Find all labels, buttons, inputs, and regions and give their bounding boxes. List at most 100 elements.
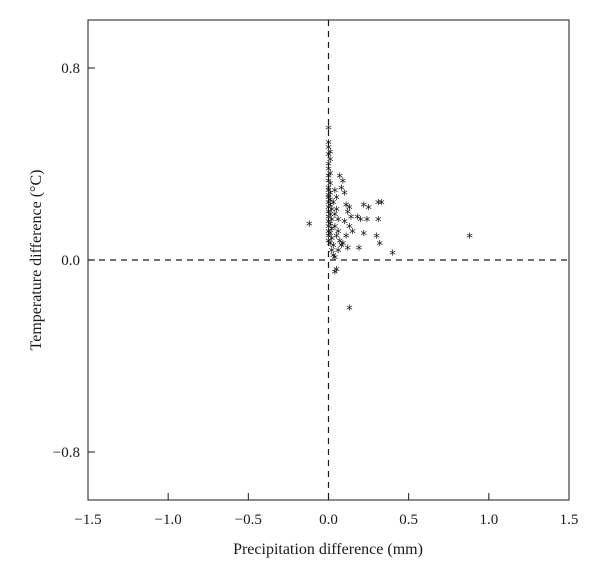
data-point: * xyxy=(325,150,332,165)
data-point: * xyxy=(357,215,364,230)
data-point: * xyxy=(336,172,343,187)
y-tick-label: 0.0 xyxy=(61,253,80,269)
data-point: * xyxy=(344,208,351,223)
data-point: * xyxy=(330,241,337,256)
data-point: * xyxy=(325,176,332,191)
data-point: * xyxy=(327,200,334,215)
data-point: * xyxy=(356,244,363,259)
data-point: * xyxy=(335,215,342,230)
data-point: * xyxy=(333,265,340,280)
data-point: * xyxy=(325,222,332,237)
data-point: * xyxy=(346,304,353,319)
data-point: * xyxy=(333,205,340,220)
data-point: * xyxy=(325,227,332,242)
data-point: * xyxy=(327,169,334,184)
data-point: * xyxy=(341,188,348,203)
data-point: * xyxy=(327,239,334,254)
x-tick-label: 1.0 xyxy=(479,512,498,528)
data-point: * xyxy=(327,179,334,194)
data-point: * xyxy=(340,239,347,254)
data-point: * xyxy=(343,232,350,247)
x-tick-label: −1.5 xyxy=(74,512,101,528)
data-point: * xyxy=(333,232,340,247)
data-point: * xyxy=(389,248,396,263)
y-axis-label: Temperature difference (°C) xyxy=(28,170,45,351)
data-point: * xyxy=(343,200,350,215)
data-point: * xyxy=(325,164,332,179)
data-point: * xyxy=(336,236,343,251)
data-point: * xyxy=(330,251,337,266)
data-point: * xyxy=(466,232,473,247)
data-point: * xyxy=(338,184,345,199)
data-point: * xyxy=(325,217,332,232)
data-point: * xyxy=(348,212,355,227)
data-point: * xyxy=(327,229,334,244)
data-point: * xyxy=(332,186,339,201)
data-point: * xyxy=(375,198,382,213)
data-point: * xyxy=(325,143,332,158)
data-point: * xyxy=(325,212,332,227)
data-point: * xyxy=(378,198,385,213)
data-points: ****************************************… xyxy=(306,124,473,319)
data-point: * xyxy=(328,234,335,249)
data-point: * xyxy=(325,124,332,139)
data-point: * xyxy=(325,172,332,187)
data-point: * xyxy=(325,184,332,199)
data-point: * xyxy=(325,203,332,218)
x-axis-ticks: −1.5 −1.0 −0.5 0.0 0.5 1.0 1.5 xyxy=(74,493,578,528)
data-point: * xyxy=(328,205,335,220)
reference-lines xyxy=(88,20,569,500)
data-point: * xyxy=(328,215,335,230)
data-point: * xyxy=(325,232,332,247)
data-point: * xyxy=(325,193,332,208)
data-point: * xyxy=(335,227,342,242)
data-point: * xyxy=(330,198,337,213)
data-point: * xyxy=(332,210,339,225)
data-point: * xyxy=(327,196,334,211)
data-point: * xyxy=(332,222,339,237)
data-point: * xyxy=(327,188,334,203)
data-point: * xyxy=(365,203,372,218)
data-point: * xyxy=(306,220,313,235)
data-point: * xyxy=(332,253,339,268)
data-point: * xyxy=(346,222,353,237)
data-point: * xyxy=(364,215,371,230)
x-tick-label: 0.0 xyxy=(319,512,338,528)
data-point: * xyxy=(354,212,361,227)
data-point: * xyxy=(328,246,335,261)
data-point: * xyxy=(335,246,342,261)
data-point: * xyxy=(325,138,332,153)
y-tick-label: 0.8 xyxy=(61,61,80,77)
data-point: * xyxy=(377,239,384,254)
data-point: * xyxy=(361,229,368,244)
x-tick-label: 1.5 xyxy=(560,512,579,528)
data-point: * xyxy=(327,220,334,235)
data-point: * xyxy=(325,160,332,175)
data-point: * xyxy=(325,236,332,251)
data-point: * xyxy=(327,155,334,170)
data-point: * xyxy=(333,193,340,208)
data-point: * xyxy=(341,217,348,232)
y-axis-ticks: −0.8 0.0 0.8 xyxy=(53,61,95,461)
data-point: * xyxy=(327,148,334,163)
data-point: * xyxy=(325,208,332,223)
data-point: * xyxy=(328,224,335,239)
data-point: * xyxy=(325,186,332,201)
x-tick-label: 0.5 xyxy=(399,512,418,528)
data-point: * xyxy=(325,198,332,213)
data-point: * xyxy=(349,227,356,242)
y-tick-label: −0.8 xyxy=(53,445,80,461)
data-point: * xyxy=(325,191,332,206)
data-point: * xyxy=(346,203,353,218)
data-point: * xyxy=(344,244,351,259)
data-point: * xyxy=(327,210,334,225)
data-point: * xyxy=(338,241,345,256)
data-point: * xyxy=(375,215,382,230)
x-tick-label: −0.5 xyxy=(235,512,262,528)
x-tick-label: −1.0 xyxy=(155,512,182,528)
data-point: * xyxy=(340,176,347,191)
data-point: * xyxy=(373,232,380,247)
data-point: * xyxy=(361,200,368,215)
x-axis-label: Precipitation difference (mm) xyxy=(233,541,423,558)
